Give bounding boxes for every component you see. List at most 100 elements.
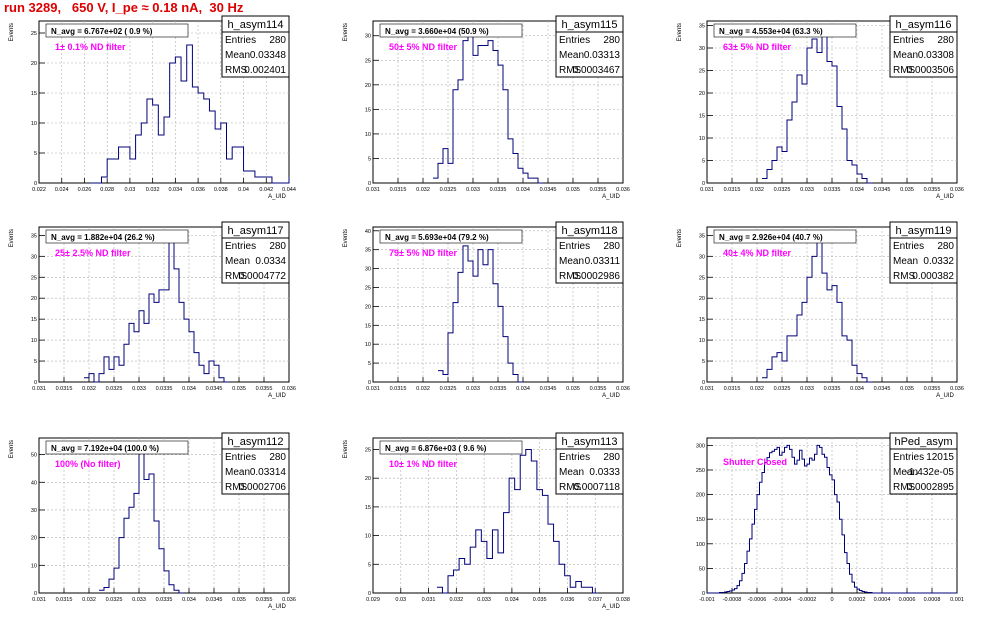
x-tick-label: 0.0315 [56,597,73,603]
y-tick-label: 15 [31,91,37,97]
navg-box [379,23,523,38]
y-tick-label: 35 [365,248,371,254]
x-tick-label: 0.0345 [206,386,223,392]
stats-mean-label: Mean [893,256,918,267]
filter-annotation: 63± 5% ND filter [723,42,791,52]
x-tick-label: 0.032 [416,187,430,193]
navg-box [45,440,189,455]
stats-mean-label: Mean [893,50,918,61]
histogram-panel-h_asym118: 0.031 0.0315 0.032 0.0325 0.033 0.0335 0.034 0.… [343,221,630,399]
y-tick-label: 10 [31,563,37,569]
histogram-name: h_asym119 [895,225,951,237]
y-tick-label: 10 [31,121,37,127]
x-tick-label: 0.0335 [490,386,507,392]
stats-box [555,221,624,284]
y-tick-label: 30 [699,254,705,260]
x-tick-label: 0.0345 [206,597,223,603]
stats-entries-value: 280 [269,35,286,46]
x-tick-label: 0.0325 [106,386,123,392]
filter-annotation: 50± 5% ND filter [389,42,457,52]
filter-annotation: 10± 1% ND filter [389,459,457,469]
y-tick-label: 20 [365,83,371,89]
x-tick-label: 0.04 [238,187,249,193]
filter-annotation: 25± 2.5% ND filter [55,248,131,258]
x-tick-label: 0.035 [566,187,580,193]
y-tick-label: 25 [365,447,371,453]
stats-mean-value: 0.03313 [584,50,621,61]
stats-entries-label: Entries [559,35,590,46]
stats-mean-value: 0.03308 [918,50,955,61]
stats-mean-value: 0.03311 [585,256,621,267]
filter-annotation: Shutter Closed [723,457,787,467]
x-tick-label: 0.0006 [899,597,916,603]
y-tick-label: 30 [699,46,705,52]
x-tick-label: 0.033 [477,597,491,603]
x-tick-label: 0.0325 [440,386,457,392]
x-tick-label: 0.0004 [874,597,891,603]
x-tick-label: 0.0355 [590,187,607,193]
y-tick-label: 10 [699,136,705,142]
x-tick-label: 0.032 [750,187,764,193]
y-tick-label: 100 [696,542,705,548]
stats-mean-value: 0.03314 [250,467,287,478]
x-tick-label: 0.032 [750,386,764,392]
stats-rms-value: 0.0002986 [573,271,621,282]
histogram-series [84,234,229,383]
stats-entries-label: Entries [559,241,590,252]
x-axis-label: A_UID [936,194,954,200]
x-tick-label: 0.042 [259,187,273,193]
y-tick-label: 10 [365,132,371,138]
stats-rms-label: RMS [225,482,248,493]
navg-box [379,229,523,244]
histogram-panel-h_asym117: 0.031 0.0315 0.032 0.0325 0.033 0.0335 0.034 0.… [9,221,296,399]
x-tick-label: 0.036 [561,597,575,603]
stats-rms-value: 0.0003506 [907,65,955,76]
histogram-panel-h_asym116: 0.031 0.0315 0.032 0.0325 0.033 0.0335 0.034 0.… [677,15,964,200]
y-tick-label: 25 [31,31,37,37]
x-tick-label: 0.033 [800,386,814,392]
stats-mean-label: Mean [559,50,584,61]
stats-entries-label: Entries [893,452,924,463]
histogram-series [90,44,290,184]
x-tick-label: 0.031 [32,597,46,603]
x-tick-label: 0.0335 [156,386,173,392]
y-tick-label: 20 [31,536,37,542]
stats-box [889,15,958,78]
stats-mean-label: Mean [559,256,584,267]
x-tick-label: 0.036 [616,187,630,193]
y-tick-label: 0 [368,380,371,386]
histogram-panel-h_asym119: 0.031 0.0315 0.032 0.0325 0.033 0.0335 0.034 0.… [677,221,964,399]
x-tick-label: 0.0315 [390,187,407,193]
stats-rms-value: 0.0007118 [573,482,620,493]
histogram-panel-hPed_asym: -0.001 -0.0008 -0.0006 -0.0004 -0.0002 0 0.000… [696,432,964,603]
x-tick-label: 0.044 [282,187,296,193]
navg-label: N_avg = 2.926e+04 (40.7 %) [719,233,823,242]
stats-mean-label: Mean [225,50,250,61]
navg-box [713,23,857,38]
histogram-name: h_asym117 [227,225,283,237]
x-tick-label: 0.035 [900,386,914,392]
x-tick-label: 0.031 [366,386,380,392]
stats-mean-value: 0.0333 [589,467,620,478]
x-axis-label: A_UID [268,393,286,399]
histogram-panel-h_asym112: 0.031 0.0315 0.032 0.0325 0.033 0.0335 0.034 0.… [9,432,296,610]
stats-rms-value: 0.0003467 [573,65,621,76]
y-tick-label: 35 [699,233,705,239]
navg-label: N_avg = 6.767e+02 ( 0.9 %) [51,27,153,36]
stats-entries-value: 280 [269,452,286,463]
x-tick-label: 0.0355 [256,597,273,603]
x-tick-label: 0.036 [950,386,964,392]
x-axis-label: A_UID [602,393,620,399]
stats-rms-label: RMS [893,482,916,493]
y-tick-label: 20 [699,296,705,302]
y-tick-label: 25 [31,275,37,281]
stats-mean-value: 0.03348 [250,50,287,61]
filter-annotation: 79± 5% ND filter [389,248,457,258]
x-tick-label: 0.0335 [824,386,841,392]
x-tick-label: 0.032 [82,597,96,603]
y-tick-label: 40 [365,229,371,235]
x-tick-label: 0.032 [146,187,160,193]
histogram-series [707,444,957,594]
y-tick-label: 5 [368,156,371,162]
x-tick-label: 0.028 [100,187,114,193]
